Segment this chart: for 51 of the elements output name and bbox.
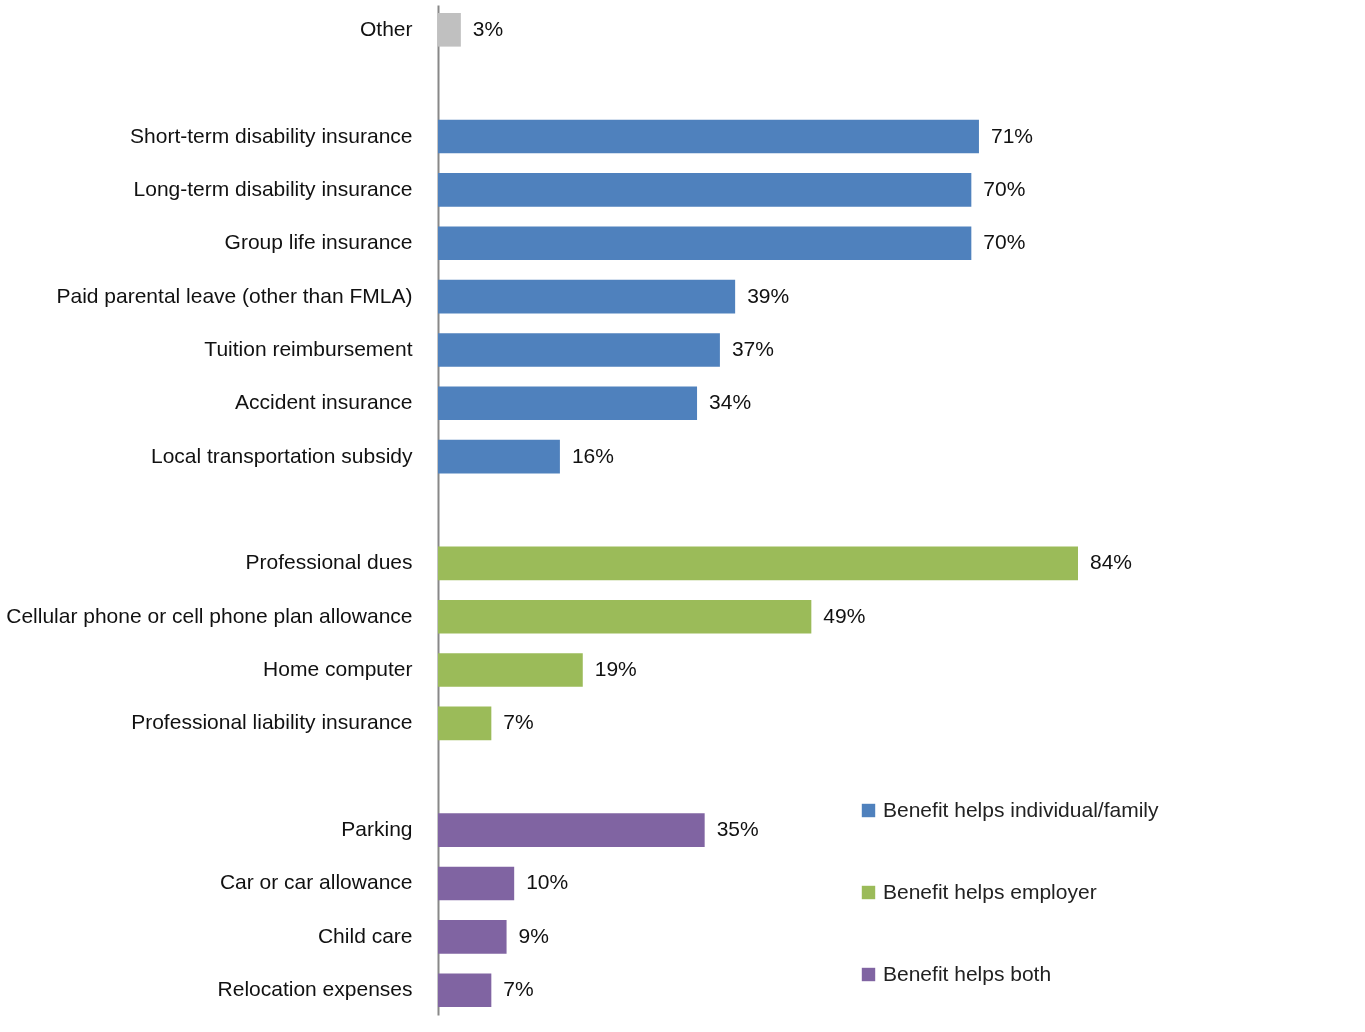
- bar: [438, 866, 515, 901]
- data-label: 71%: [990, 123, 1033, 147]
- bar: [438, 973, 492, 1007]
- y-tick-label: Home computer: [263, 657, 413, 681]
- bar: [438, 279, 736, 314]
- y-tick-label: Car or car allowance: [219, 870, 413, 894]
- y-tick-label: Parking: [341, 817, 413, 841]
- bar: [438, 653, 583, 687]
- bar: [438, 546, 1078, 581]
- bar: [438, 439, 560, 474]
- bar: [438, 13, 461, 47]
- data-label: 34%: [709, 390, 752, 414]
- bar: [438, 706, 492, 741]
- legend-label: Benefit helps both: [883, 961, 1052, 985]
- bar: [438, 599, 812, 634]
- data-label: 35%: [716, 817, 759, 841]
- data-label: 10%: [526, 870, 569, 894]
- bar: [438, 119, 979, 154]
- data-label: 9%: [518, 923, 549, 947]
- legend-label: Benefit helps individual/family: [883, 797, 1159, 821]
- bar: [438, 386, 698, 421]
- bar: [438, 813, 705, 847]
- bar: [438, 226, 972, 261]
- y-tick-label: Other: [359, 16, 413, 40]
- y-tick-label: Long-term disability insurance: [133, 176, 413, 200]
- data-label: 7%: [503, 977, 534, 1001]
- y-tick-label: Professional dues: [245, 550, 413, 574]
- y-tick-label: Professional liability insurance: [131, 710, 413, 734]
- y-tick-label: Cellular phone or cell phone plan allowance: [6, 603, 413, 627]
- data-label: 70%: [983, 176, 1026, 200]
- y-tick-label: Tuition reimbursement: [204, 336, 413, 360]
- bar: [438, 333, 720, 367]
- data-label: 19%: [594, 657, 637, 681]
- y-tick-label: Relocation expenses: [217, 977, 413, 1001]
- data-label: 39%: [747, 283, 790, 307]
- y-tick-label: Local transportation subsidy: [151, 443, 413, 467]
- y-tick-label: Group life insurance: [224, 230, 413, 254]
- y-tick-label: Short-term disability insurance: [130, 123, 413, 147]
- bar: [438, 920, 507, 954]
- data-label: 16%: [571, 443, 614, 467]
- y-tick-label: Child care: [317, 923, 413, 947]
- legend-label: Benefit helps employer: [883, 879, 1097, 903]
- bar: [438, 173, 972, 207]
- data-label: 3%: [472, 16, 504, 40]
- data-label: 70%: [983, 230, 1026, 254]
- data-label: 84%: [1090, 550, 1133, 574]
- y-tick-label: Accident insurance: [235, 390, 413, 414]
- data-label: 37%: [731, 336, 774, 360]
- data-label: 49%: [823, 603, 866, 627]
- y-tick-label: Paid parental leave (other than FMLA): [56, 283, 413, 307]
- data-label: 7%: [503, 710, 534, 734]
